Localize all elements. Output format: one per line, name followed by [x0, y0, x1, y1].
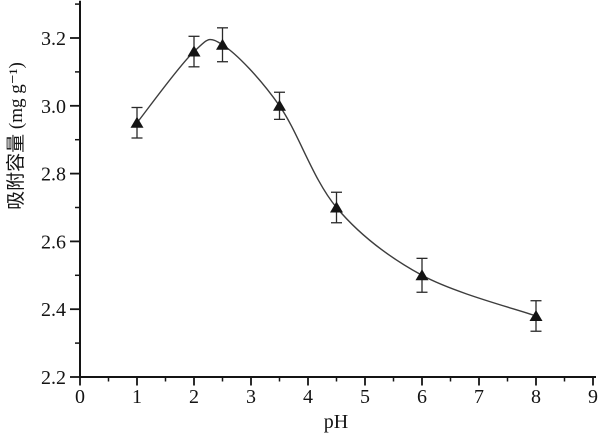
data-point-triangle-marker [187, 45, 201, 57]
data-point-triangle-marker [529, 309, 543, 321]
y-tick-label: 2.6 [41, 231, 66, 253]
x-tick-label: 0 [75, 386, 85, 408]
y-axis: 2.2 2.4 2.6 2.8 3.0 3.2 [41, 0, 81, 389]
fit-curve [136, 38, 537, 317]
x-axis-title: pH [324, 411, 348, 433]
data-point-triangle-marker [273, 99, 286, 111]
y-tick-label: 3.2 [41, 28, 66, 50]
x-tick-label: 4 [303, 386, 313, 408]
data-series [130, 27, 543, 332]
y-axis-title: 吸附容量 (mg g⁻¹) [5, 62, 27, 210]
data-point-triangle-marker [330, 201, 343, 213]
x-axis: 0 1 2 3 4 5 6 7 8 9 [75, 376, 598, 408]
x-tick-labels: 0 1 2 3 4 5 6 7 8 9 [75, 386, 598, 408]
data-points [130, 38, 543, 321]
x-tick-label: 1 [132, 386, 142, 408]
data-point-triangle-marker [415, 269, 429, 281]
x-tick-label: 7 [474, 386, 484, 408]
error-bars [131, 27, 542, 332]
y-ticks [70, 3, 80, 378]
x-tick-label: 2 [189, 386, 199, 408]
y-tick-label: 3.0 [41, 96, 66, 118]
data-point-triangle-marker [216, 38, 229, 50]
y-tick-label: 2.8 [41, 164, 66, 186]
x-ticks [79, 377, 594, 386]
x-tick-label: 8 [531, 386, 541, 408]
y-tick-label: 2.2 [41, 367, 66, 389]
x-tick-label: 3 [246, 386, 256, 408]
x-tick-label: 9 [588, 386, 598, 408]
x-tick-label: 5 [360, 386, 370, 408]
x-tick-label: 6 [417, 386, 427, 408]
y-tick-labels: 2.2 2.4 2.6 2.8 3.0 3.2 [41, 28, 66, 389]
data-point-triangle-marker [130, 116, 144, 128]
y-tick-label: 2.4 [41, 299, 66, 321]
